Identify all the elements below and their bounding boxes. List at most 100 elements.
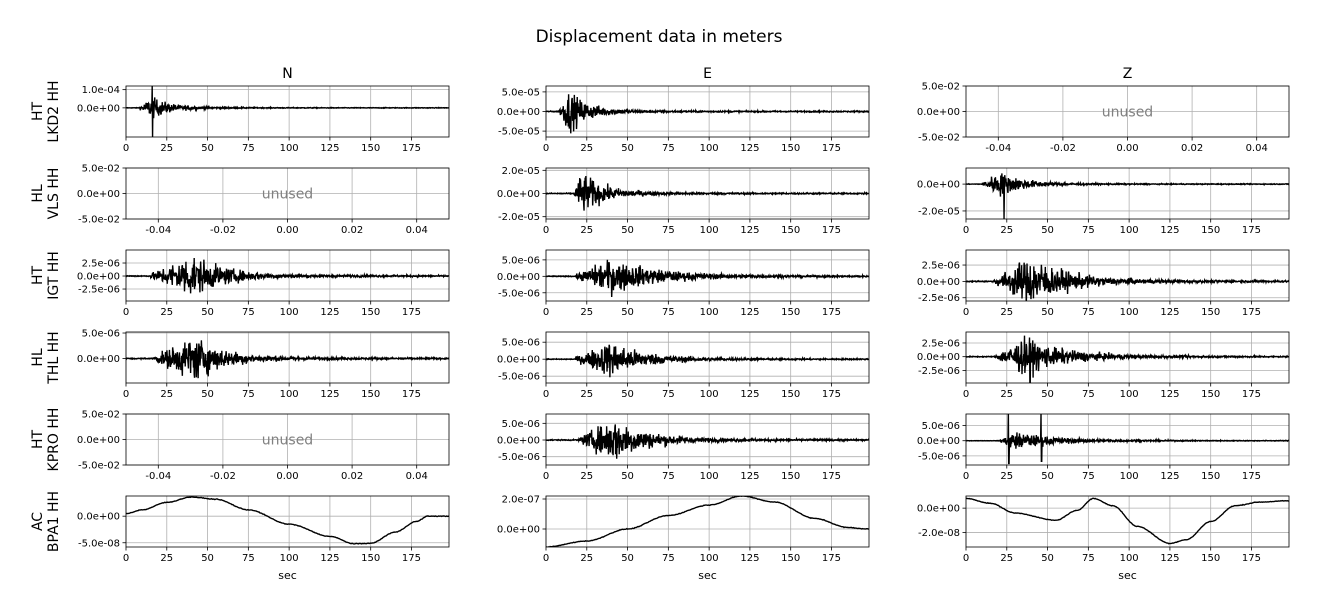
x-tick-label: 150 [361, 389, 380, 400]
x-tick-label: 100 [280, 307, 299, 318]
series-trace-N-5 [126, 496, 449, 545]
axes-frame [545, 331, 870, 384]
x-tick-label: 0 [963, 471, 969, 482]
x-tick-label: -0.04 [145, 225, 171, 236]
panel-E-1: 0 25 50 75 100 125 150 175 2.0e-05 0.0e+00 -2.0e-0… [497, 166, 870, 236]
x-tick-label: 175 [1242, 553, 1261, 564]
x-tick-label: 50 [1041, 553, 1054, 564]
series-trace-E-5 [546, 496, 869, 547]
panel-N-3: 0 25 50 75 100 125 150 175 5.0e-06 0.0e+00 [77, 329, 450, 400]
axes-frame [545, 413, 870, 466]
x-tick-label: 150 [1201, 553, 1220, 564]
x-tick-label: 100 [1120, 389, 1139, 400]
y-tick-label: 2.5e-06 [922, 261, 960, 272]
series-trace-N-0 [126, 86, 449, 137]
x-tick-label: 175 [1242, 471, 1261, 482]
y-tick-label: 5.0e-06 [82, 329, 120, 340]
y-tick-label: -2.5e-06 [918, 366, 960, 377]
axes-frame [965, 249, 1290, 302]
chart-title: Displacement data in meters [535, 27, 783, 47]
x-tick-label: 0.04 [1246, 143, 1268, 154]
y-tick-label: 0.0e+00 [497, 525, 540, 536]
station-network: HT [30, 430, 46, 450]
column-title-N: N [282, 66, 292, 82]
y-tick-label: 5.0e-06 [502, 338, 540, 349]
series-trace-Z-5 [966, 497, 1289, 545]
unused-label: unused [1102, 105, 1153, 121]
y-tick-label: 0.0e+00 [497, 436, 540, 447]
station-code: THL HH [46, 331, 62, 384]
panel-N-1: unused -0.04 -0.02 0.00 0.02 0.04 5.0e-02 0.0e+… [77, 164, 450, 236]
x-tick-label: 0.04 [406, 225, 428, 236]
y-tick-label: 5.0e-02 [82, 410, 120, 421]
x-tick-label: 25 [1000, 225, 1013, 236]
series-trace-N-3 [126, 340, 449, 379]
x-tick-label: 50 [201, 389, 214, 400]
station-label-3: HL THL HH [30, 331, 62, 384]
station-label-2: HT IGT HH [30, 251, 62, 300]
x-tick-label: 50 [621, 471, 634, 482]
station-network: HL [30, 184, 46, 203]
panel-N-5: 0 25 50 75 100 125 150 175 0.0e+00 -5.0e-08 sec [77, 495, 450, 582]
x-tick-label: 50 [621, 307, 634, 318]
x-tick-label: 50 [621, 553, 634, 564]
x-tick-label: 125 [1160, 389, 1179, 400]
axes-frame [965, 167, 1290, 220]
x-tick-label: 100 [1120, 225, 1139, 236]
axes-frame [125, 331, 450, 384]
x-tick-label: 0 [123, 389, 129, 400]
x-tick-label: 150 [1201, 307, 1220, 318]
series-trace-Z-2 [966, 262, 1289, 301]
x-tick-label: 50 [1041, 307, 1054, 318]
x-tick-label: 100 [700, 307, 719, 318]
x-tick-label: 150 [781, 553, 800, 564]
y-tick-label: -5.0e-02 [918, 133, 960, 144]
x-tick-label: 75 [1082, 307, 1095, 318]
station-label-5: AC BPA1 HH [30, 491, 62, 552]
panel-Z-2: 0 25 50 75 100 125 150 175 2.5e-06 0.0e+00 -2.5e-0… [917, 249, 1290, 318]
y-tick-label: 5.0e-06 [502, 255, 540, 266]
panel-Z-1: 0 25 50 75 100 125 150 175 0.0e+00 -2.0e-05 [917, 167, 1290, 236]
x-tick-label: -0.02 [1050, 143, 1076, 154]
x-tick-label: 125 [740, 389, 759, 400]
station-label-0: HT LKD2 HH [30, 80, 62, 142]
x-tick-label: 25 [580, 307, 593, 318]
x-tick-label: 50 [1041, 225, 1054, 236]
y-tick-label: 5.0e-06 [922, 421, 960, 432]
y-tick-label: 0.0e+00 [77, 512, 120, 523]
x-tick-label: 100 [1120, 307, 1139, 318]
x-tick-label: 75 [662, 389, 675, 400]
y-tick-label: 1.0e-04 [82, 85, 120, 96]
series-trace-Z-1 [966, 173, 1289, 219]
axes-frame [125, 495, 450, 548]
x-tick-label: -0.04 [145, 471, 171, 482]
x-tick-label: 125 [320, 143, 339, 154]
x-tick-label: 0 [543, 389, 549, 400]
axes-frame [125, 249, 450, 302]
x-tick-label: 150 [361, 143, 380, 154]
x-tick-label: -0.02 [210, 225, 236, 236]
y-tick-label: -5.0e-05 [498, 127, 540, 138]
axes-frame [545, 495, 870, 548]
x-tick-label: 150 [781, 389, 800, 400]
x-axis-label: sec [698, 569, 717, 582]
column-title-E: E [703, 66, 712, 82]
x-tick-label: 175 [822, 553, 841, 564]
x-tick-label: 150 [361, 553, 380, 564]
x-tick-label: 0 [543, 307, 549, 318]
y-tick-label: 5.0e-05 [502, 87, 540, 98]
x-tick-label: 0.02 [341, 225, 363, 236]
x-tick-label: 25 [580, 471, 593, 482]
x-tick-label: 125 [320, 307, 339, 318]
column-title-Z: Z [1123, 66, 1133, 82]
y-tick-label: -2.0e-05 [498, 212, 540, 223]
panel-E-3: 0 25 50 75 100 125 150 175 5.0e-06 0.0e+00 -5.0e-0… [497, 331, 870, 400]
panel-E-5: 0 25 50 75 100 125 150 175 2.0e-07 0.0e+00 sec [497, 495, 870, 582]
y-tick-label: 0.0e+00 [497, 189, 540, 200]
x-tick-label: 25 [1000, 553, 1013, 564]
x-tick-label: 25 [160, 389, 173, 400]
x-tick-label: 125 [740, 225, 759, 236]
x-tick-label: 0.00 [1116, 143, 1138, 154]
panel-E-0: 0 25 50 75 100 125 150 175 5.0e-05 0.0e+00 -5.0e-0… [497, 85, 870, 154]
